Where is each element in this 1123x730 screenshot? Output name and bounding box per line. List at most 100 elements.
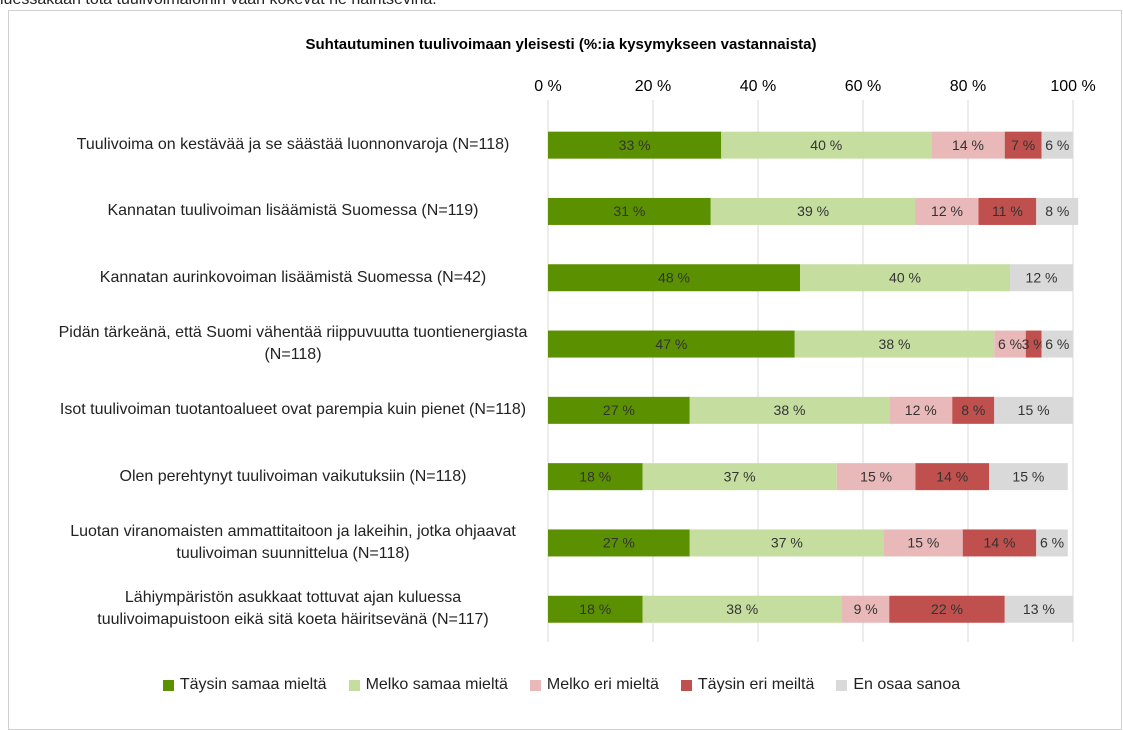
bar-segment bbox=[1036, 197, 1079, 225]
data-label: 33 % bbox=[619, 137, 651, 153]
bar-segment bbox=[1010, 264, 1073, 292]
data-label: 18 % bbox=[579, 601, 611, 617]
data-label: 47 % bbox=[655, 336, 687, 352]
bar-segment bbox=[915, 463, 989, 491]
data-label: 8 % bbox=[961, 402, 985, 418]
bar-segment bbox=[1004, 595, 1073, 623]
data-label: 38 % bbox=[774, 402, 806, 418]
category-label: Isot tuulivoiman tuotantoalueet ovat par… bbox=[59, 401, 527, 419]
bar-segment bbox=[1041, 131, 1073, 159]
bar-segment bbox=[836, 463, 916, 491]
data-label: 13 % bbox=[1023, 601, 1055, 617]
data-label: 14 % bbox=[936, 468, 968, 484]
category-label: Kannatan aurinkovoiman lisäämistä Suomes… bbox=[99, 268, 487, 286]
data-label: 48 % bbox=[658, 269, 690, 285]
bar-segment bbox=[710, 197, 916, 225]
data-label: 6 % bbox=[998, 336, 1022, 352]
bar-segment bbox=[952, 396, 995, 424]
preceding-text: luessakaan tota tuulivoimaloihin vaan ko… bbox=[0, 0, 437, 9]
data-label: 40 % bbox=[810, 137, 842, 153]
bar-segment bbox=[548, 330, 795, 358]
bar-segment bbox=[721, 131, 932, 159]
bar-segment bbox=[689, 396, 890, 424]
legend-label: Täysin samaa mieltä bbox=[179, 676, 327, 693]
data-label: 14 % bbox=[952, 137, 984, 153]
data-label: 27 % bbox=[603, 535, 635, 551]
legend-swatch bbox=[836, 679, 848, 691]
data-label: 27 % bbox=[603, 402, 635, 418]
x-tick-label: 80 % bbox=[950, 78, 986, 95]
legend-item: Melko samaa mieltä bbox=[348, 676, 508, 694]
data-label: 37 % bbox=[771, 535, 803, 551]
data-label: 12 % bbox=[1026, 269, 1058, 285]
legend-swatch bbox=[680, 679, 692, 691]
bar-segment bbox=[548, 529, 690, 557]
data-label: 14 % bbox=[984, 535, 1016, 551]
bar-segment bbox=[962, 529, 1037, 557]
bar-segment bbox=[794, 330, 995, 358]
x-tick-label: 20 % bbox=[635, 78, 671, 95]
bar-segment bbox=[1041, 330, 1073, 358]
data-label: 8 % bbox=[1045, 203, 1069, 219]
legend-label: En osaa sanoa bbox=[853, 676, 961, 693]
legend-label: Melko samaa mieltä bbox=[365, 676, 508, 693]
data-label: 6 % bbox=[1045, 137, 1069, 153]
bar-segment bbox=[994, 396, 1073, 424]
legend-label: Melko eri mieltä bbox=[546, 676, 659, 693]
category-label: Kannatan tuulivoiman lisäämistä Suomessa… bbox=[107, 202, 479, 220]
data-label: 7 % bbox=[1011, 137, 1035, 153]
bar-segment bbox=[689, 529, 884, 557]
legend-item: Täysin samaa mieltä bbox=[162, 676, 327, 694]
chart: Suhtautuminen tuulivoimaan yleisesti (%:… bbox=[305, 36, 1096, 642]
legend-item: Täysin eri meiltä bbox=[680, 676, 815, 694]
x-tick-label: 100 % bbox=[1050, 78, 1095, 95]
data-label: 39 % bbox=[797, 203, 829, 219]
data-label: 9 % bbox=[854, 601, 878, 617]
data-label: 15 % bbox=[1018, 402, 1050, 418]
category-label: Olen perehtynyt tuulivoiman vaikutuksiin… bbox=[119, 467, 467, 485]
legend-item: En osaa sanoa bbox=[836, 676, 960, 694]
bar-segment bbox=[989, 463, 1068, 491]
category-label: Pidän tärkeänä, että Suomi vähentää riip… bbox=[58, 324, 528, 364]
bar-segment bbox=[1036, 529, 1068, 557]
legend-swatch bbox=[162, 679, 174, 691]
bar-segment bbox=[642, 463, 837, 491]
bar-segment bbox=[889, 396, 953, 424]
data-label: 11 % bbox=[992, 203, 1023, 219]
category-label: Tuulivoima on kestävää ja se säästää luo… bbox=[76, 136, 510, 154]
chart-title: Suhtautuminen tuulivoimaan yleisesti (%:… bbox=[305, 36, 816, 53]
data-label: 6 % bbox=[1045, 336, 1069, 352]
data-label: 3 % bbox=[1022, 336, 1046, 352]
legend-label: Täysin eri meiltä bbox=[697, 676, 815, 693]
bar-segment bbox=[1004, 131, 1042, 159]
data-label: 18 % bbox=[579, 468, 611, 484]
data-label: 40 % bbox=[889, 269, 921, 285]
legend-swatch bbox=[529, 679, 541, 691]
bar-segment bbox=[548, 197, 711, 225]
bar-segment bbox=[548, 264, 800, 292]
data-label: 15 % bbox=[907, 535, 939, 551]
bar-segment bbox=[548, 131, 722, 159]
bar-segment bbox=[548, 463, 643, 491]
bar-segment bbox=[978, 197, 1037, 225]
data-label: 31 % bbox=[613, 203, 645, 219]
legend: Täysin samaa mieltä Melko samaa mieltä Mel… bbox=[0, 676, 1123, 694]
bar-segment bbox=[931, 131, 1005, 159]
bar-segment bbox=[548, 595, 643, 623]
data-label: 6 % bbox=[1040, 535, 1064, 551]
bar-segment bbox=[800, 264, 1010, 292]
data-label: 12 % bbox=[931, 203, 963, 219]
x-tick-label: 60 % bbox=[845, 78, 881, 95]
category-label: Lähiympäristön asukkaat tottuvat ajan ku… bbox=[97, 589, 489, 629]
data-label: 12 % bbox=[905, 402, 937, 418]
bar-segment bbox=[548, 396, 690, 424]
data-label: 37 % bbox=[724, 468, 756, 484]
bar-segment bbox=[884, 529, 963, 557]
data-label: 38 % bbox=[726, 601, 758, 617]
bar-segment bbox=[889, 595, 1005, 623]
bar-segment bbox=[842, 595, 890, 623]
data-label: 15 % bbox=[1012, 468, 1044, 484]
data-label: 38 % bbox=[879, 336, 911, 352]
data-label: 15 % bbox=[860, 468, 892, 484]
